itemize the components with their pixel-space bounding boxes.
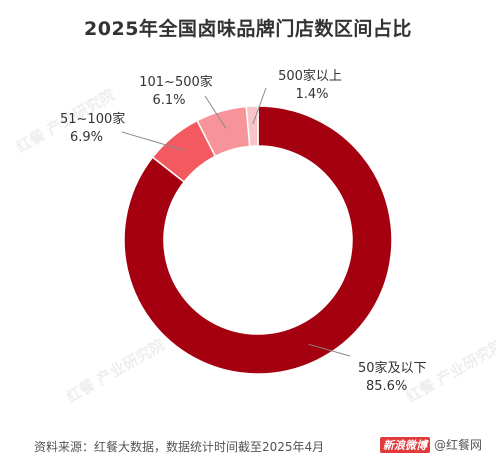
chart-title: 2025年全国卤味品牌门店数区间占比 (84, 18, 412, 40)
weibo-logo-icon: 新浪微博 (379, 436, 430, 453)
data-source-note: 资料来源：红餐大数据，数据统计时间截至2025年4月 (34, 440, 325, 454)
leader-lines (121, 87, 351, 357)
donut-slice (245, 105, 259, 148)
donut-slices (123, 105, 393, 375)
leader-line (204, 95, 227, 129)
slice-label-value: 85.6% (366, 379, 407, 394)
slice-label-category: 500家以上 (278, 68, 342, 84)
slice-label-category: 101~500家 (139, 74, 213, 90)
leader-line (121, 131, 185, 151)
slice-label-value: 6.1% (152, 93, 185, 108)
slice-label-category: 51~100家 (60, 111, 125, 127)
leader-line (252, 87, 267, 125)
brand-handle: @红餐网 (433, 438, 482, 452)
donut-slice (123, 105, 393, 375)
slice-label-value: 1.4% (295, 87, 328, 102)
slice-label-category: 50家及以下 (358, 360, 427, 376)
leader-line (308, 343, 351, 357)
brand-credit: 新浪微博 @红餐网 (379, 436, 482, 453)
slice-label-value: 6.9% (70, 130, 103, 145)
